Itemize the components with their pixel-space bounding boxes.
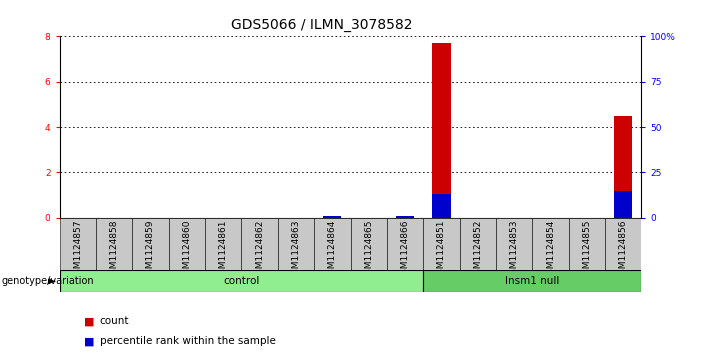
Bar <box>169 218 205 270</box>
Text: GSM1124853: GSM1124853 <box>510 220 519 280</box>
Text: Insm1 null: Insm1 null <box>505 276 559 286</box>
Text: GSM1124851: GSM1124851 <box>437 220 446 280</box>
Bar <box>387 218 423 270</box>
Bar <box>396 216 414 218</box>
Bar <box>423 218 460 270</box>
Text: ■: ■ <box>84 316 95 326</box>
Text: percentile rank within the sample: percentile rank within the sample <box>100 336 275 346</box>
Text: ■: ■ <box>84 336 95 346</box>
Text: GSM1124860: GSM1124860 <box>182 220 191 280</box>
Text: control: control <box>223 276 259 286</box>
Title: GDS5066 / ILMN_3078582: GDS5066 / ILMN_3078582 <box>231 19 412 33</box>
Text: GSM1124859: GSM1124859 <box>146 220 155 280</box>
Bar <box>496 218 532 270</box>
Text: GSM1124861: GSM1124861 <box>219 220 228 280</box>
Bar <box>96 218 132 270</box>
Bar <box>614 191 632 218</box>
Bar <box>132 218 169 270</box>
Bar <box>433 194 451 218</box>
Bar <box>532 218 569 270</box>
Text: GSM1124866: GSM1124866 <box>400 220 409 280</box>
Bar <box>350 218 387 270</box>
Bar <box>433 43 451 218</box>
Bar <box>423 270 641 292</box>
Bar <box>241 218 278 270</box>
Text: GSM1124858: GSM1124858 <box>109 220 118 280</box>
Text: GSM1124865: GSM1124865 <box>365 220 373 280</box>
Text: GSM1124855: GSM1124855 <box>583 220 592 280</box>
Text: GSM1124854: GSM1124854 <box>546 220 555 280</box>
Text: genotype/variation: genotype/variation <box>1 276 94 286</box>
Text: GSM1124864: GSM1124864 <box>328 220 336 280</box>
Bar <box>278 218 314 270</box>
Text: GSM1124857: GSM1124857 <box>74 220 82 280</box>
Bar <box>314 218 350 270</box>
Bar <box>614 116 632 218</box>
Bar <box>323 216 341 218</box>
Bar <box>569 218 605 270</box>
Bar <box>605 218 641 270</box>
Text: GSM1124863: GSM1124863 <box>292 220 301 280</box>
Text: GSM1124852: GSM1124852 <box>473 220 482 280</box>
Bar <box>460 218 496 270</box>
Text: count: count <box>100 316 129 326</box>
Bar <box>205 218 241 270</box>
Text: GSM1124862: GSM1124862 <box>255 220 264 280</box>
Bar <box>60 270 423 292</box>
Bar <box>60 218 96 270</box>
Text: GSM1124856: GSM1124856 <box>619 220 627 280</box>
